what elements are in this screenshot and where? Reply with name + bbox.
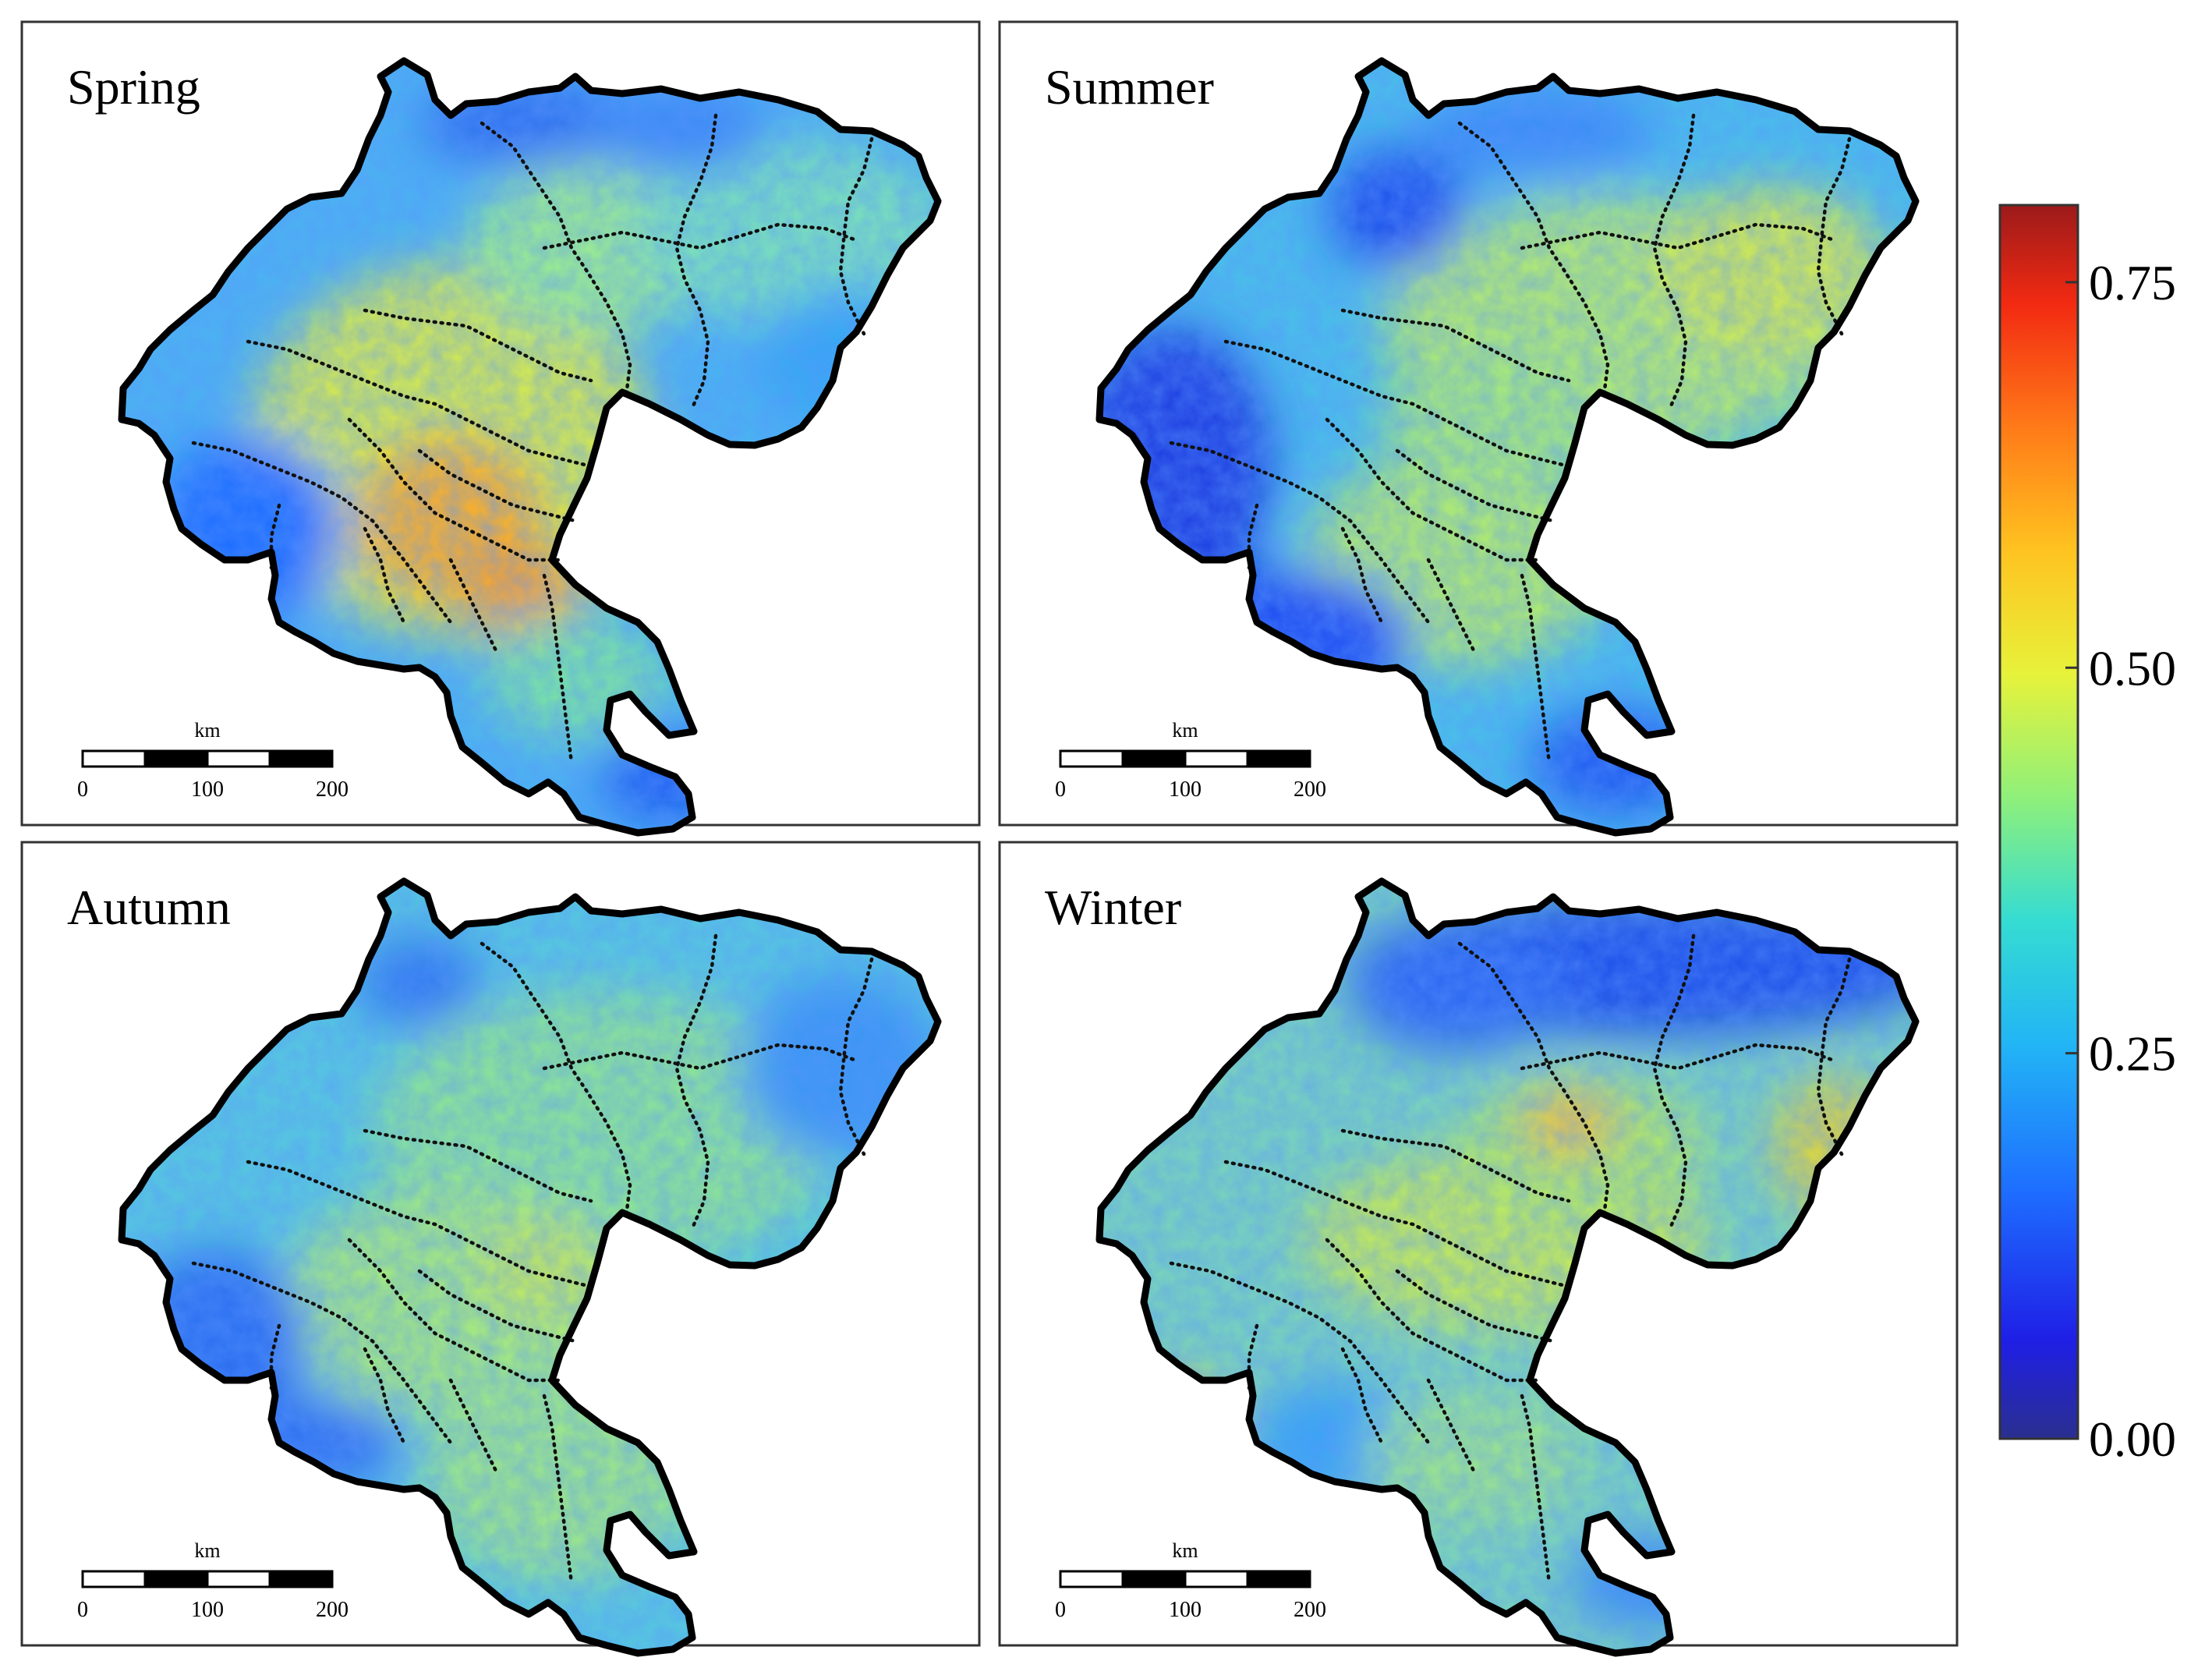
scale-tick: 0 (1055, 777, 1066, 802)
scale-tick: 200 (1294, 1598, 1326, 1622)
panel-title: Winter (1045, 880, 1181, 935)
panel-winter: Winter km 0 100 200 (998, 841, 1959, 1661)
colorbar-tick-label: 0.50 (2089, 640, 2176, 696)
scale-tick: 0 (77, 1598, 88, 1622)
colorbar: 0.75 0.50 0.25 0.00 (1998, 204, 2176, 1467)
scale-tick: 0 (1055, 1598, 1066, 1622)
scale-unit: km (1172, 719, 1198, 742)
scale-tick: 100 (191, 777, 224, 802)
colorbar-gradient (1998, 204, 2079, 1440)
colorbar-tick-label: 0.25 (2089, 1026, 2176, 1082)
scale-unit: km (1172, 1539, 1198, 1562)
colorbar-tick-label: 0.00 (2089, 1411, 2176, 1467)
scale-tick: 100 (1169, 777, 1202, 802)
scale-unit: km (194, 719, 220, 742)
scale-tick: 100 (1169, 1598, 1202, 1622)
scale-bar: km 0 100 200 (77, 1539, 349, 1622)
scale-unit: km (194, 1539, 220, 1562)
colorbar-tick-label: 0.75 (2089, 255, 2176, 310)
panel-autumn: Autumn km 0 100 200 (20, 841, 981, 1661)
scale-bar: km 0 100 200 (1055, 719, 1326, 802)
panel-title: Summer (1045, 59, 1214, 115)
scale-bar: km 0 100 200 (77, 719, 349, 802)
scale-tick: 100 (191, 1598, 224, 1622)
panel-title: Spring (67, 59, 200, 115)
scale-tick: 200 (316, 777, 349, 802)
scale-tick: 0 (77, 777, 88, 802)
scale-bar: km 0 100 200 (1055, 1539, 1326, 1622)
panel-spring: Spring km 0 100 200 (20, 20, 981, 841)
panel-summer: Summer km 0 100 200 (998, 20, 1959, 841)
panel-title: Autumn (67, 880, 231, 935)
scale-tick: 200 (1294, 777, 1326, 802)
scale-tick: 200 (316, 1598, 349, 1622)
